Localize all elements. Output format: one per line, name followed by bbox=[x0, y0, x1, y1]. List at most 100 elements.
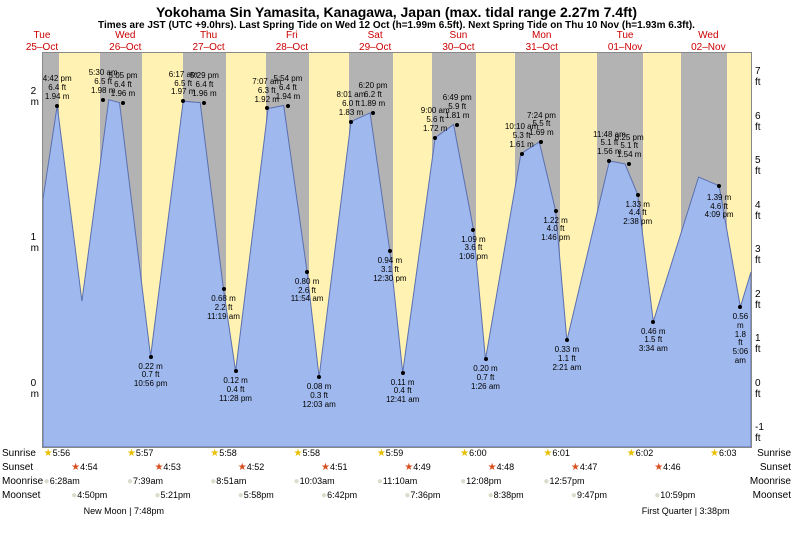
day-header: Sun30–Oct bbox=[417, 30, 500, 54]
tide-point bbox=[627, 162, 631, 166]
day-header: Sat29–Oct bbox=[334, 30, 417, 54]
day-header: Wed02–Nov bbox=[667, 30, 750, 54]
moonrise-value: ●8:51am bbox=[210, 476, 246, 487]
tide-point bbox=[539, 140, 543, 144]
moonset-value: ●10:59pm bbox=[654, 490, 695, 501]
y-axis-left-tick: 2 m bbox=[31, 86, 39, 108]
tide-point bbox=[471, 228, 475, 232]
tide-point bbox=[388, 249, 392, 253]
tide-point bbox=[651, 320, 655, 324]
tide-point bbox=[317, 375, 321, 379]
sunset-value: ★4:53 bbox=[154, 462, 181, 473]
moonset-value: ●5:58pm bbox=[238, 490, 274, 501]
sunset-value: ★4:49 bbox=[404, 462, 431, 473]
tide-annotation: 1.09 m3.6 ft1:06 pm bbox=[459, 236, 488, 262]
sunmoon-row-sunset: SunsetSunset★4:54★4:53★4:52★4:51★4:49★4:… bbox=[0, 462, 793, 476]
tide-point bbox=[371, 111, 375, 115]
sunmoon-row-moonset: MoonsetMoonset●4:50pm●5:21pm●5:58pm●6:42… bbox=[0, 490, 793, 504]
tide-point bbox=[181, 99, 185, 103]
y-axis-right-tick: 5 ft bbox=[755, 155, 761, 177]
sunrise-value: ★6:03 bbox=[710, 448, 737, 459]
day-date: 02–Nov bbox=[691, 42, 725, 53]
sunrise-value: ★5:58 bbox=[294, 448, 321, 459]
day-dow: Thu bbox=[200, 30, 217, 41]
chart-title: Yokohama Sin Yamasita, Kanagawa, Japan (… bbox=[0, 0, 793, 20]
tide-annotation: 5:05 pm6.4 ft1.96 m bbox=[109, 72, 138, 98]
tide-annotation: 0.33 m1.1 ft2:21 am bbox=[552, 346, 581, 372]
moonset-value: ●6:42pm bbox=[321, 490, 357, 501]
day-header: Mon31–Oct bbox=[500, 30, 583, 54]
tide-annotation: 7:24 pm5.5 ft1.69 m bbox=[527, 112, 556, 138]
day-date: 29–Oct bbox=[359, 42, 391, 53]
moonset-value: ●5:21pm bbox=[154, 490, 190, 501]
tide-annotation: 0.22 m0.7 ft10:56 pm bbox=[134, 363, 167, 389]
tide-point bbox=[433, 136, 437, 140]
sunrise-value: ★6:00 bbox=[460, 448, 487, 459]
y-axis-right-tick: 3 ft bbox=[755, 244, 761, 266]
y-axis-right-tick: 1 ft bbox=[755, 333, 761, 355]
day-date: 30–Oct bbox=[442, 42, 474, 53]
tide-annotation: 1.22 m4.0 ft1:46 pm bbox=[541, 217, 570, 243]
tide-annotation: 6:20 pm6.2 ft1.89 m bbox=[358, 82, 387, 108]
day-date: 31–Oct bbox=[526, 42, 558, 53]
y-axis-right-tick: 4 ft bbox=[755, 200, 761, 222]
tide-point bbox=[455, 123, 459, 127]
tide-point bbox=[738, 305, 742, 309]
sunrise-value: ★5:56 bbox=[44, 448, 71, 459]
tide-annotation: 8:25 pm5.1 ft1.54 m bbox=[615, 134, 644, 160]
tide-point bbox=[401, 371, 405, 375]
tide-annotation: 0.68 m2.2 ft11:19 am bbox=[207, 295, 240, 321]
day-dow: Fri bbox=[286, 30, 298, 41]
tide-point bbox=[101, 98, 105, 102]
tide-point bbox=[554, 209, 558, 213]
y-axis-right-tick: 0 ft bbox=[755, 378, 761, 400]
tide-point bbox=[202, 101, 206, 105]
day-dow: Sun bbox=[450, 30, 468, 41]
sun-moon-table: SunriseSunrise★5:56★5:57★5:58★5:58★5:59★… bbox=[0, 448, 793, 538]
y-axis-left-tick: 0 m bbox=[31, 378, 39, 400]
tide-chart: Yokohama Sin Yamasita, Kanagawa, Japan (… bbox=[0, 0, 793, 539]
sunset-value: ★4:46 bbox=[654, 462, 681, 473]
tide-point bbox=[565, 338, 569, 342]
tide-annotation: 6:49 pm5.9 ft1.81 m bbox=[443, 94, 472, 120]
tide-point bbox=[55, 104, 59, 108]
sunset-value: ★4:51 bbox=[321, 462, 348, 473]
tide-point bbox=[222, 287, 226, 291]
tide-annotation: 5:29 pm6.4 ft1.96 m bbox=[190, 72, 219, 98]
row-label-left: Sunrise bbox=[2, 448, 36, 459]
day-date: 01–Nov bbox=[608, 42, 642, 53]
moonrise-value: ●12:08pm bbox=[460, 476, 501, 487]
day-header: Tue25–Oct bbox=[0, 30, 83, 54]
moon-phase-event: First Quarter | 3:38pm bbox=[642, 506, 730, 536]
sunrise-value: ★5:58 bbox=[210, 448, 237, 459]
tide-annotation: 0.12 m0.4 ft11:28 pm bbox=[219, 377, 252, 403]
sunrise-value: ★5:59 bbox=[377, 448, 404, 459]
tide-annotation: 4:42 pm6.4 ft1.94 m bbox=[43, 75, 72, 101]
moonrise-value: ●10:03am bbox=[294, 476, 335, 487]
day-date: 26–Oct bbox=[109, 42, 141, 53]
day-dow: Wed bbox=[698, 30, 718, 41]
row-label-right: Sunrise bbox=[757, 448, 791, 459]
moonset-value: ●4:50pm bbox=[71, 490, 107, 501]
tide-point bbox=[607, 159, 611, 163]
day-header: Thu27–Oct bbox=[167, 30, 250, 54]
y-axis-right-tick: 2 ft bbox=[755, 289, 761, 311]
row-label-right: Moonrise bbox=[750, 476, 791, 487]
sunset-value: ★4:52 bbox=[238, 462, 265, 473]
moonset-value: ●7:36pm bbox=[404, 490, 440, 501]
tide-annotation: 0.80 m2.6 ft11:54 am bbox=[291, 278, 324, 304]
moonrise-value: ●12:57pm bbox=[543, 476, 584, 487]
tide-annotation: 0.11 m0.4 ft12:41 am bbox=[386, 379, 419, 405]
day-header: Fri28–Oct bbox=[250, 30, 333, 54]
day-dow: Mon bbox=[532, 30, 551, 41]
day-date: 25–Oct bbox=[26, 42, 58, 53]
day-dow: Tue bbox=[617, 30, 634, 41]
sunmoon-row-moonrise: MoonriseMoonrise●6:28am●7:39am●8:51am●10… bbox=[0, 476, 793, 490]
y-axis-right-tick: -1 ft bbox=[755, 422, 764, 444]
tide-annotation: 1.39 m4.6 ft4:09 pm bbox=[705, 194, 734, 220]
day-dow: Sat bbox=[368, 30, 383, 41]
moonrise-value: ●11:10am bbox=[377, 476, 417, 487]
sunset-value: ★4:47 bbox=[571, 462, 598, 473]
tide-annotation: 0.46 m1.5 ft3:34 am bbox=[639, 328, 668, 354]
sunrise-value: ★5:57 bbox=[127, 448, 154, 459]
